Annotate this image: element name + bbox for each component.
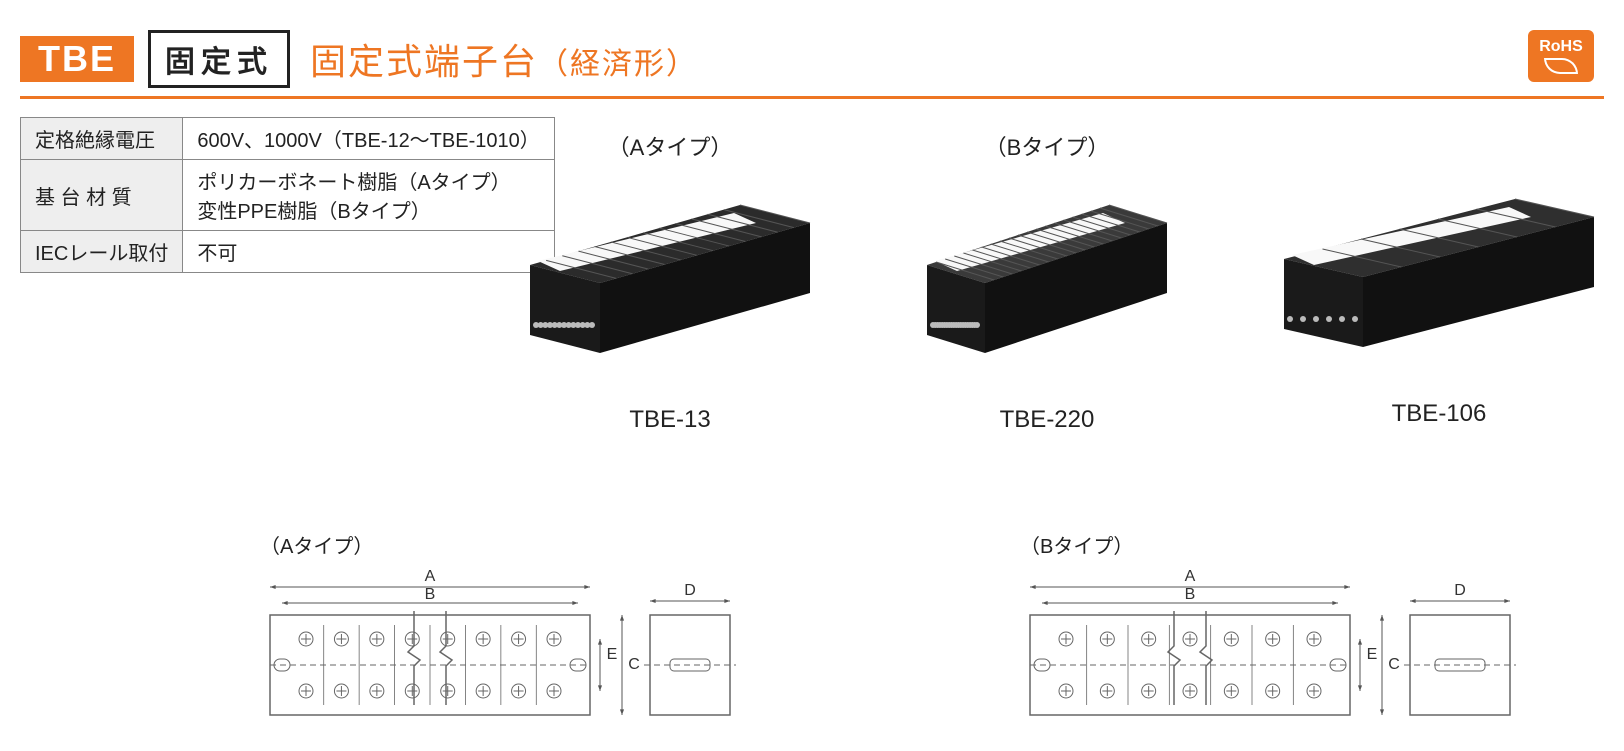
header-rule xyxy=(20,96,1604,99)
product-type-label: （Aタイプ） xyxy=(608,130,733,162)
page-title: 固定式端子台（経済形） xyxy=(310,33,698,85)
product-caption: TBE-13 xyxy=(629,406,710,434)
product-caption: TBE-106 xyxy=(1392,400,1487,428)
svg-text:D: D xyxy=(684,582,696,599)
svg-text:A: A xyxy=(1185,568,1196,585)
terminal-block-icon xyxy=(520,175,820,395)
product-type-label: （Bタイプ） xyxy=(985,130,1110,162)
drawing-type-label: （Aタイプ） xyxy=(260,530,373,559)
title-main-text: 固定式端子台 xyxy=(310,41,538,82)
spec-label: IECレール取付 xyxy=(21,231,183,273)
dimension-drawings-row: （Aタイプ）ABECD（Bタイプ）ABECD xyxy=(250,530,1584,745)
header: TBE 固定式 固定式端子台（経済形） RoHS xyxy=(0,0,1624,96)
rohs-label: RoHS xyxy=(1539,38,1583,56)
spec-value: ポリカーボネート樹脂（Aタイプ）変性PPE樹脂（Bタイプ） xyxy=(183,160,554,231)
dimension-drawing: AB EC D xyxy=(1010,565,1530,745)
svg-text:C: C xyxy=(1388,656,1400,673)
product-column: （Bタイプ） TBE-220 xyxy=(917,130,1177,434)
rohs-badge: RoHS xyxy=(1528,30,1594,82)
title-sub-text: （経済形） xyxy=(538,48,698,81)
spec-label: 定格絶縁電圧 xyxy=(21,118,183,160)
product-photos-row: （Aタイプ） TBE-13 （Bタイプ） TBE-220 TBE-106 xyxy=(520,130,1604,434)
series-badge: TBE xyxy=(20,36,134,82)
spec-row: 定格絶縁電圧600V、1000V（TBE-12～TBE-1010） xyxy=(21,118,555,160)
terminal-block-icon xyxy=(1274,169,1604,389)
spec-row: 基 台 材 質ポリカーボネート樹脂（Aタイプ）変性PPE樹脂（Bタイプ） xyxy=(21,160,555,231)
spec-value: 不可 xyxy=(183,231,554,273)
product-column: TBE-106 xyxy=(1274,130,1604,428)
spec-row: IECレール取付不可 xyxy=(21,231,555,273)
product-photo xyxy=(917,170,1177,400)
terminal-block-icon xyxy=(917,175,1177,395)
drawing-type-label: （Bタイプ） xyxy=(1020,530,1133,559)
product-column: （Aタイプ） TBE-13 xyxy=(520,130,820,434)
dimension-drawing: AB EC D xyxy=(250,565,750,745)
svg-text:E: E xyxy=(607,646,618,663)
product-caption: TBE-220 xyxy=(1000,406,1095,434)
svg-text:D: D xyxy=(1454,582,1466,599)
svg-text:C: C xyxy=(628,656,640,673)
svg-text:E: E xyxy=(1367,646,1378,663)
product-photo xyxy=(520,170,820,400)
product-photo xyxy=(1274,164,1604,394)
spec-table: 定格絶縁電圧600V、1000V（TBE-12～TBE-1010）基 台 材 質… xyxy=(20,117,555,273)
spec-label: 基 台 材 質 xyxy=(21,160,183,231)
drawing-column: （Bタイプ） AB EC D xyxy=(1010,530,1530,745)
svg-text:A: A xyxy=(425,568,436,585)
leaf-icon xyxy=(1544,58,1578,74)
svg-text:B: B xyxy=(425,586,436,603)
spec-value: 600V、1000V（TBE-12～TBE-1010） xyxy=(183,118,554,160)
fixed-badge: 固定式 xyxy=(148,30,290,88)
svg-text:B: B xyxy=(1185,586,1196,603)
drawing-column: （Aタイプ） AB EC D xyxy=(250,530,750,745)
